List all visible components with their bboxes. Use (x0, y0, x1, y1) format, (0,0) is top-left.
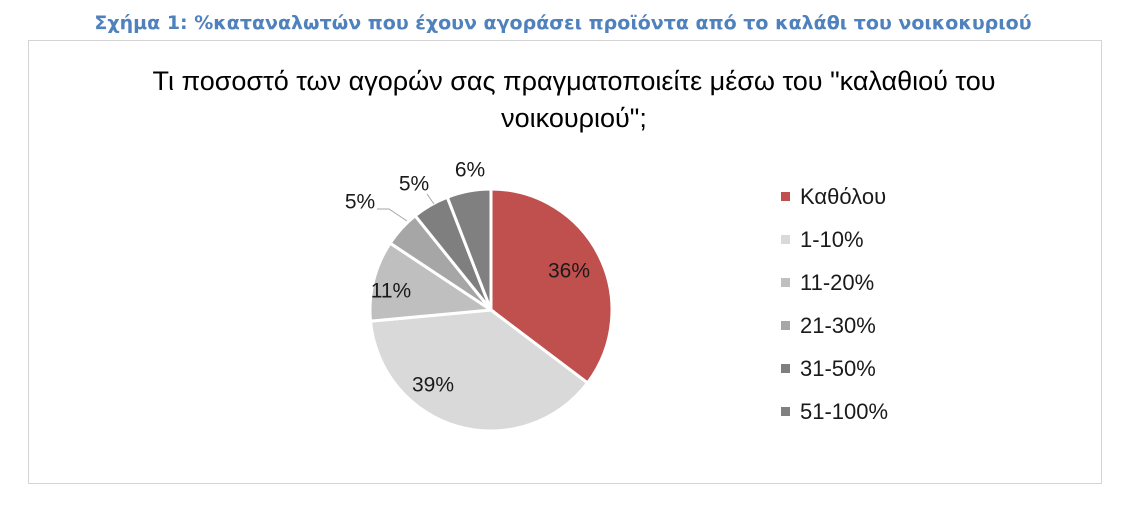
chart-title-line-2: νοικουριού"; (501, 103, 647, 133)
data-label-2: 39% (412, 374, 454, 397)
data-label-6: 6% (455, 159, 485, 182)
pie-slice-3 (368, 241, 496, 323)
legend-item-6: 51-100% (781, 390, 888, 433)
legend-item-5: 31-50% (781, 347, 888, 390)
legend-swatch-6 (781, 407, 790, 416)
legend-label-1: Καθόλου (800, 183, 887, 209)
legend-swatch-2 (781, 235, 790, 244)
data-label-4: 5% (345, 191, 375, 214)
legend-label-5: 31-50% (800, 355, 876, 381)
legend-item-3: 11-20% (781, 261, 888, 304)
data-label-1: 36% (548, 260, 590, 283)
legend-swatch-5 (781, 364, 790, 373)
legend-label-3: 11-20% (800, 269, 875, 295)
pie-slice-6 (445, 187, 493, 311)
legend-swatch-1 (781, 192, 790, 201)
leader-line-5 (426, 193, 435, 205)
legend-swatch-3 (781, 278, 790, 287)
legend-label-4: 21-30% (800, 312, 876, 338)
legend-label-6: 51-100% (800, 398, 889, 424)
pie-slice-2 (368, 308, 590, 433)
chart-title: Τι ποσοστό των αγορών σας πραγματοποιείτ… (149, 63, 999, 137)
pie-slice-1 (489, 187, 614, 386)
chart-frame: Τι ποσοστό των αγορών σας πραγματοποιείτ… (28, 40, 1102, 484)
legend-swatch-4 (781, 321, 790, 330)
legend-item-2: 1-10% (781, 218, 888, 261)
data-label-5: 5% (399, 173, 429, 196)
data-label-3: 11% (371, 280, 411, 303)
legend-label-2: 1-10% (800, 226, 864, 252)
pie-chart: 36% 39% 11% 5% 5% 6% (345, 159, 614, 433)
legend-item-4: 21-30% (781, 304, 888, 347)
leader-line-4 (377, 208, 408, 222)
legend-item-1: Καθόλου (781, 175, 888, 218)
chart-title-line-1: Τι ποσοστό των αγορών σας πραγματοποιείτ… (152, 66, 996, 96)
figure-caption: Σχήμα 1: %καταναλωτών που έχουν αγοράσει… (94, 12, 1032, 34)
legend: Καθόλου 1-10% 11-20% 21-30% 31-50% 51-100% (781, 175, 888, 433)
